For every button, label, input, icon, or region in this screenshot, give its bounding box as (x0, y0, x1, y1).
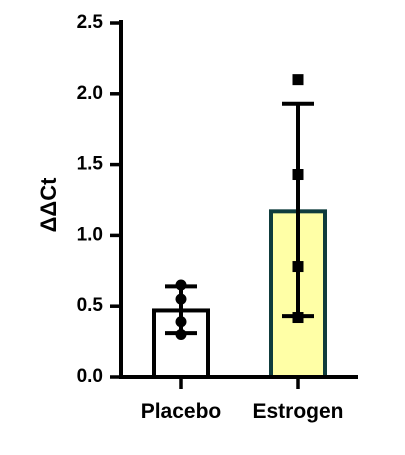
x-ticks-layer: Placebo Estrogen (141, 377, 344, 423)
y-tick-label: 1.0 (77, 224, 103, 245)
data-point-placebo (175, 279, 187, 291)
data-point-estrogen (292, 312, 304, 324)
data-point-placebo (175, 316, 187, 328)
axes-layer (119, 20, 358, 379)
y-ticks-layer: 0.0 0.5 1.0 1.5 2.0 2.5 (77, 12, 121, 387)
data-point-placebo (175, 329, 187, 341)
y-tick-label: 1.5 (77, 154, 104, 175)
x-category-label: Placebo (141, 400, 222, 423)
y-tick-label: 2.0 (77, 83, 103, 104)
y-axis-title: ΔΔCt (36, 177, 61, 233)
data-points-layer (175, 74, 304, 341)
y-tick-label: 2.5 (77, 12, 104, 33)
x-category-label: Estrogen (252, 400, 343, 423)
data-point-estrogen (292, 261, 304, 273)
data-point-placebo (175, 293, 187, 305)
y-tick-label: 0.5 (77, 295, 104, 316)
data-point-estrogen (292, 169, 304, 181)
data-point-estrogen (292, 74, 304, 86)
y-tick-label: 0.0 (77, 366, 103, 387)
